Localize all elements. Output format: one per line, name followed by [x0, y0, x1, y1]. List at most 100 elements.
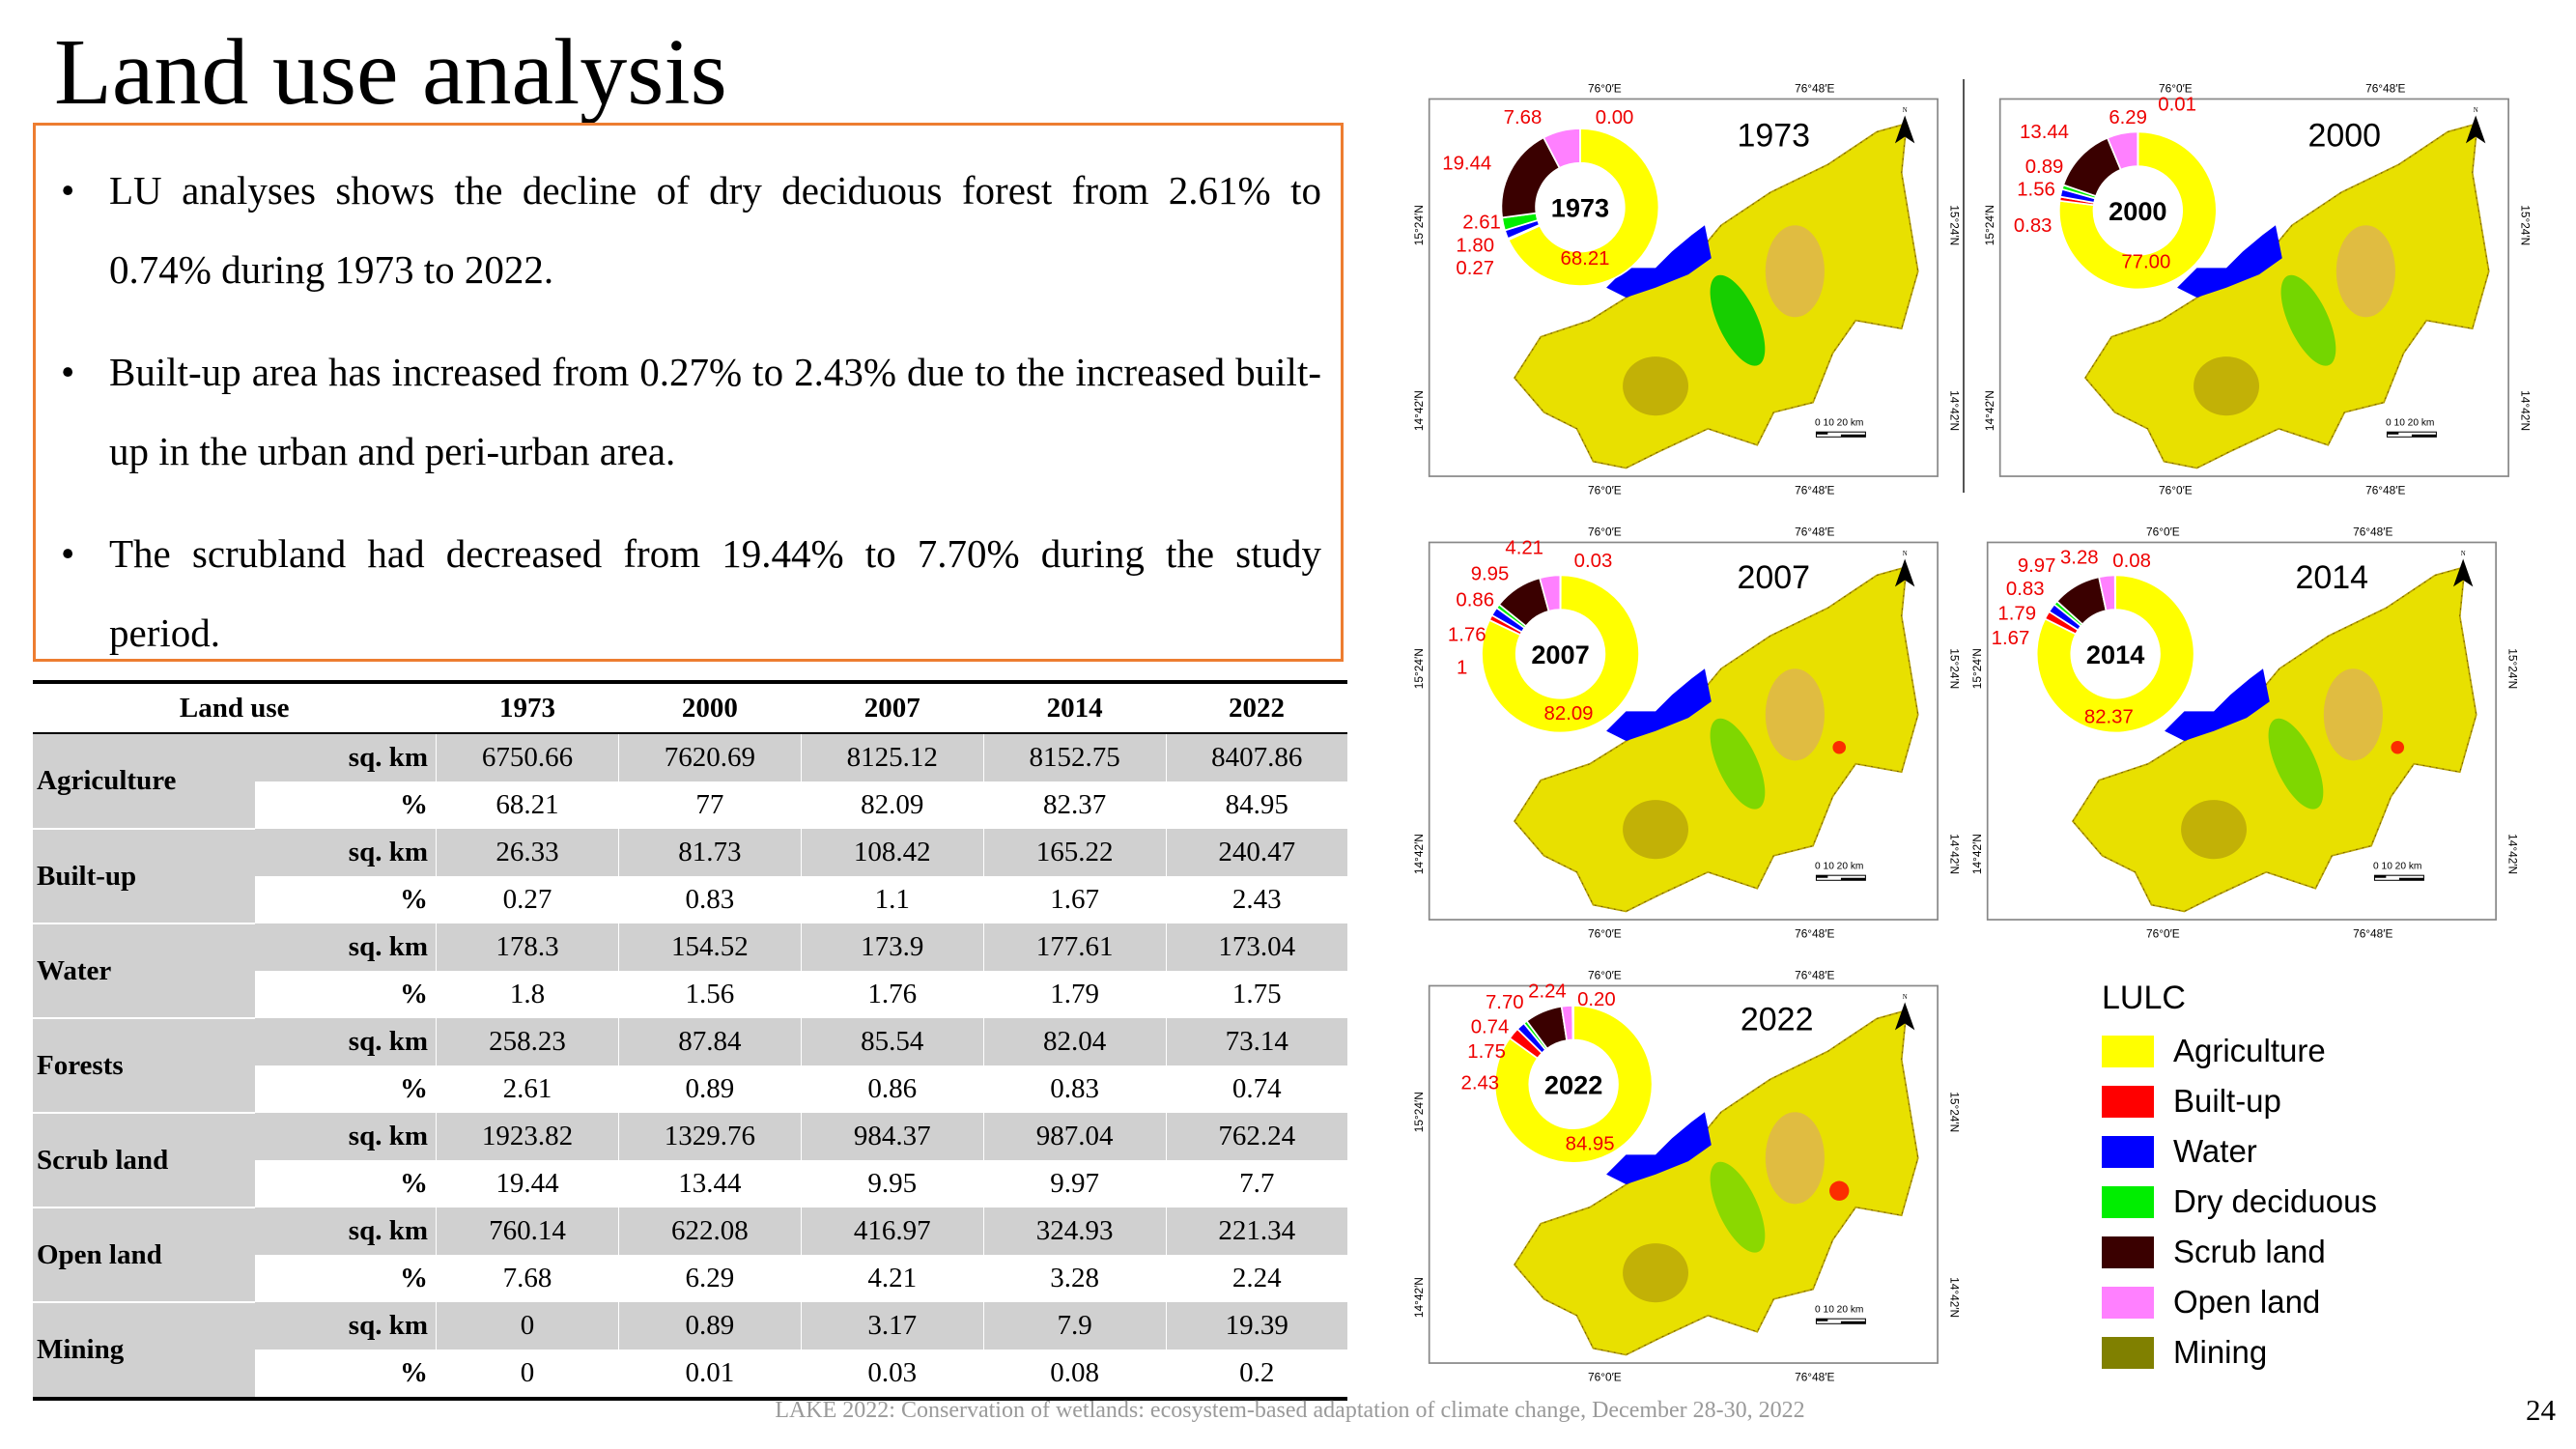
- donut-slice-mining: [1571, 1004, 1574, 1041]
- table-row-sqkm: Built-up sq. km 26.33 81.73 108.42 165.22 240.…: [33, 829, 1347, 924]
- table-cell: 108.42: [800, 829, 984, 876]
- table-cell: 82.04: [982, 1018, 1167, 1065]
- unit-label: %: [255, 1065, 437, 1113]
- table-row-sqkm: Scrub land sq. km 1923.82 1329.76 984.37 987.…: [33, 1113, 1347, 1208]
- donut-value-label: 1: [1457, 657, 1467, 678]
- table-cell: 0: [436, 1350, 619, 1401]
- legend-item: Dry deciduous: [2102, 1177, 2377, 1227]
- open-land-patch: [1765, 1112, 1825, 1205]
- table-cell: 1923.82: [436, 1113, 619, 1160]
- latitude-label: 15°24′N: [2519, 205, 2533, 245]
- scale-label: 0 10 20 km: [1815, 861, 1863, 871]
- longitude-label: 76°0′E: [2146, 927, 2180, 941]
- table-cell: 1.79: [982, 971, 1167, 1018]
- legend-swatch: [2102, 1336, 2154, 1369]
- forest-patch: [1710, 718, 1766, 810]
- table-row-percent: % 1.8 1.56 1.76 1.79 1.75: [33, 971, 1347, 1018]
- map-year-title: 1973: [1738, 118, 1811, 155]
- north-label: N: [1903, 994, 1908, 1001]
- table-cell: 2.61: [436, 1065, 619, 1113]
- bullet-item: • The scrubland had decreased from 19.44%…: [55, 514, 1321, 672]
- table-cell: 19.44: [436, 1160, 619, 1208]
- latitude-label: 14°42′N: [1970, 834, 1984, 874]
- table-cell: 324.93: [982, 1208, 1167, 1255]
- donut-value-label: 1.67: [1992, 628, 2030, 649]
- legend-swatch: [2102, 1286, 2154, 1319]
- table-cell: 7620.69: [617, 733, 802, 781]
- longitude-label: 76°48′E: [1795, 526, 1834, 539]
- summary-box: • LU analyses shows the decline of dry de…: [33, 123, 1344, 662]
- map-panel-2014: 76°0′E 76°0′E 76°48′E 76°48′E 15°24′N 15°24′N…: [1967, 518, 2526, 952]
- latitude-label: 14°42′N: [1412, 1277, 1426, 1318]
- legend-item: Mining: [2102, 1327, 2377, 1378]
- scale-bar: [1815, 1318, 1866, 1324]
- donut-value-label: 82.37: [2084, 706, 2134, 727]
- donut-value-label: 2.61: [1462, 213, 1501, 234]
- bullet-text: The scrubland had decreased from 19.44% …: [109, 531, 1321, 655]
- open-land-patch: [1765, 225, 1825, 318]
- table-cell: 1.1: [800, 876, 984, 923]
- longitude-label: 76°0′E: [2159, 82, 2193, 96]
- land-use-label: Built-up: [33, 829, 255, 924]
- table-cell: 81.73: [617, 829, 802, 876]
- latitude-label: 14°42′N: [1412, 390, 1426, 431]
- legend-swatch: [2102, 1085, 2154, 1118]
- map-divider: [1963, 79, 1965, 493]
- land-use-table: Land use 1973 2000 2007 2014 2022 Agricu…: [33, 680, 1347, 1401]
- scale-bar: [1815, 431, 1866, 438]
- reservoir: [2165, 668, 2270, 741]
- legend-label: Built-up: [2173, 1083, 2281, 1119]
- table-cell: 7.7: [1165, 1160, 1347, 1208]
- table-header-row: Land use 1973 2000 2007 2014 2022: [33, 680, 1347, 734]
- map-panel-2022: 76°0′E 76°0′E 76°48′E 76°48′E 15°24′N 15°24′N…: [1409, 961, 1967, 1396]
- latitude-label: 15°24′N: [1983, 205, 1996, 245]
- donut-value-label: 7.68: [1504, 107, 1543, 128]
- longitude-label: 76°48′E: [1795, 484, 1834, 497]
- donut-value-label: 7.70: [1486, 992, 1524, 1013]
- longitude-label: 76°48′E: [1795, 82, 1834, 96]
- bullet-text: Built-up area has increased from 0.27% t…: [109, 350, 1321, 473]
- table-cell: 7.9: [982, 1302, 1167, 1350]
- table-cell: 0.89: [617, 1302, 802, 1350]
- donut-value-label: 1.56: [2017, 180, 2055, 201]
- table-cell: 77: [617, 781, 802, 829]
- donut-center-year: 2014: [2086, 639, 2144, 669]
- table-cell: 1329.76: [617, 1113, 802, 1160]
- donut-value-label: 0.03: [1574, 551, 1613, 572]
- footer-caption: LAKE 2022: Conservation of wetlands: eco…: [775, 1398, 1805, 1423]
- donut-value-label: 0.20: [1577, 989, 1616, 1010]
- reservoir: [1606, 1112, 1712, 1184]
- latitude-label: 14°42′N: [2506, 834, 2520, 874]
- table-cell: 0.89: [617, 1065, 802, 1113]
- table-cell: 760.14: [436, 1208, 619, 1255]
- map-year-title: 2014: [2296, 559, 2369, 596]
- table-cell: 165.22: [982, 829, 1167, 876]
- legend-label: Scrub land: [2173, 1234, 2326, 1269]
- north-arrow-icon: N: [1894, 551, 1915, 587]
- north-label: N: [2474, 107, 2478, 114]
- land-use-label: Agriculture: [33, 733, 255, 830]
- table-cell: 0: [436, 1302, 619, 1350]
- header-year: 2007: [801, 680, 984, 734]
- legend-label: Water: [2173, 1133, 2257, 1169]
- scale-label: 0 10 20 km: [1815, 417, 1863, 428]
- table-cell: 173.9: [800, 923, 984, 971]
- table-cell: 178.3: [436, 923, 619, 971]
- header-year: 2014: [983, 680, 1167, 734]
- scale-bar: [2386, 431, 2437, 438]
- donut-value-label: 0.86: [1456, 590, 1494, 611]
- table-row-percent: % 0.27 0.83 1.1 1.67 2.43: [33, 876, 1347, 923]
- table-row-sqkm: Open land sq. km 760.14 622.08 416.97 324.93 2…: [33, 1208, 1347, 1303]
- header-year: 2022: [1166, 680, 1347, 734]
- table-cell: 26.33: [436, 829, 619, 876]
- page-title: Land use analysis: [54, 20, 727, 125]
- lulc-map-2000: 76°0′E 76°0′E 76°48′E 76°48′E 15°24′N 15°24′N…: [1983, 82, 2533, 497]
- legend-swatch: [2102, 1236, 2154, 1268]
- header-land-use: Land use: [33, 680, 437, 734]
- header-year: 1973: [436, 680, 619, 734]
- land-use-label: Forests: [33, 1018, 255, 1114]
- donut-value-label: 77.00: [2121, 251, 2170, 272]
- land-use-label: Scrub land: [33, 1113, 255, 1208]
- unit-label: sq. km: [255, 733, 437, 781]
- donut-value-label: 0.27: [1456, 258, 1494, 279]
